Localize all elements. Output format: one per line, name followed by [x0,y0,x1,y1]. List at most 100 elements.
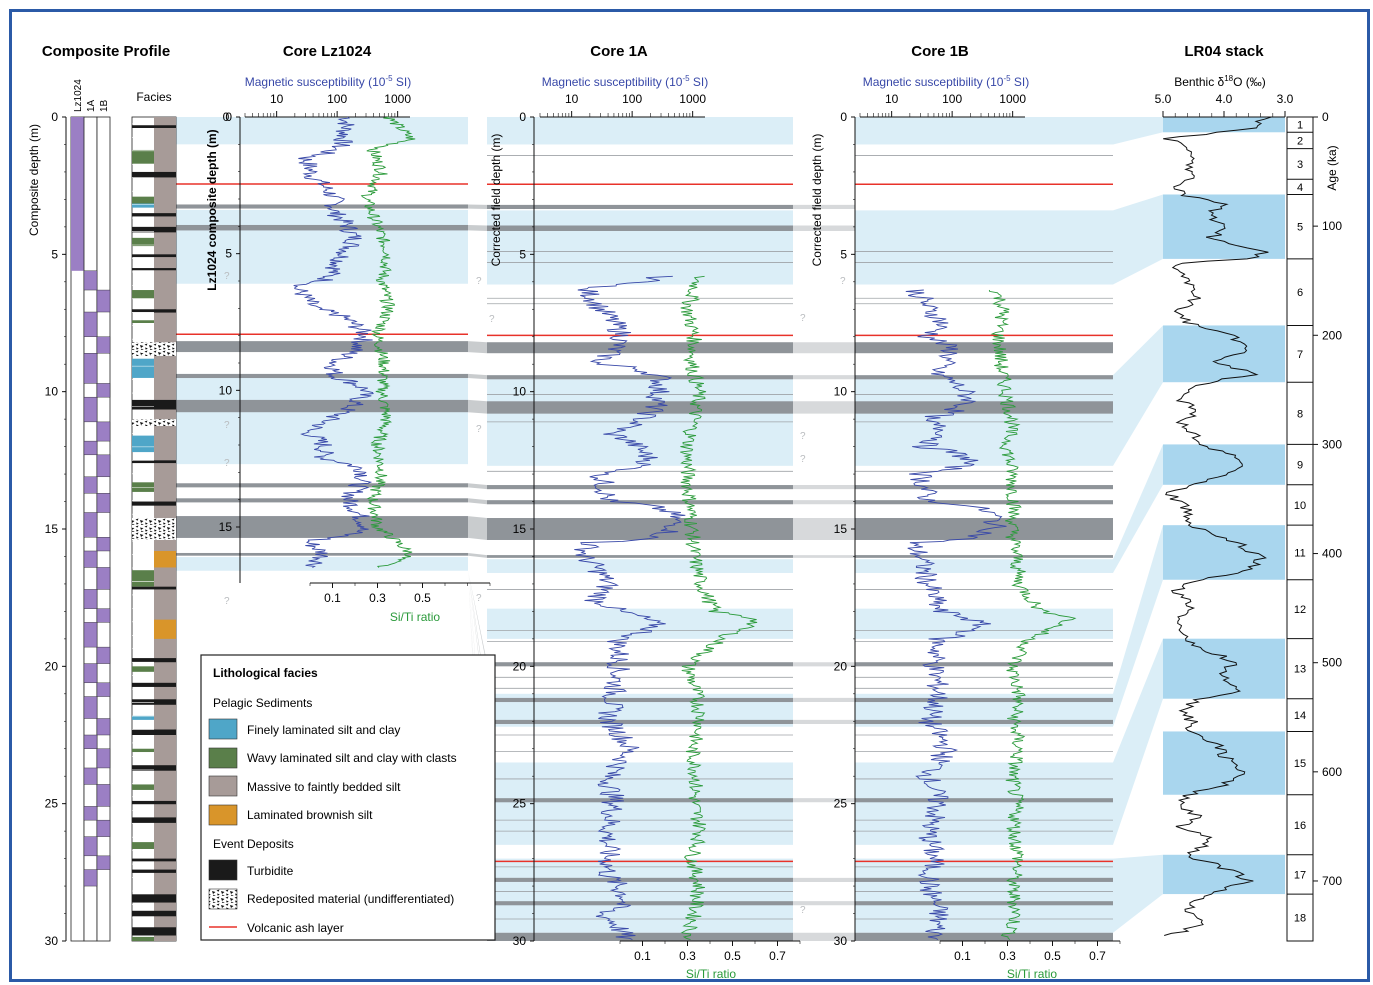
composite-segment-20 [84,664,97,683]
question-mark-4: ? [800,431,806,442]
benthic-label: Benthic δ18O (‰) [1174,74,1266,89]
facies-layer-10 [132,290,154,298]
composite-segment-0 [84,271,97,290]
legend-label-turbidite: Turbidite [247,864,294,878]
turbidite-connector-b-3 [793,375,855,379]
turbidite-1b-7 [855,518,1113,540]
mis-label-11: 11 [1294,547,1305,559]
band-connector-2 [1113,325,1163,465]
mis-label-13: 13 [1294,664,1306,676]
turbidite-1b-15 [855,933,1113,941]
core1a-depth-axis-ticklabel-1: 5 [519,247,526,261]
band-1b-3 [855,559,1113,573]
age-ticklabel-3: 300 [1322,437,1342,451]
age-ticklabel-1: 100 [1322,219,1342,233]
age-ticklabel-5: 500 [1322,656,1342,670]
turbidite-1b-14 [855,901,1113,905]
legend-swatch-massive-silt [209,776,237,796]
facies-layer-12 [132,320,154,323]
composite-segment-13 [97,537,110,551]
siti-axis-1b-ticklabel-1: 0.3 [999,949,1016,963]
age-ticklabel-6: 600 [1322,765,1342,779]
siti-axis-1a-ticklabel-0: 0.1 [634,949,651,963]
composite-segment-24 [84,735,97,749]
benthic-ticklabel-2: 3.0 [1277,92,1294,106]
mis-label-3: 3 [1297,159,1303,171]
composite-depth-axis-ticklabel-1: 5 [51,247,58,261]
turbidite-connector-b-6 [793,500,855,504]
facies-layer-42 [132,927,176,935]
age-label: Age (ka) [1325,145,1339,190]
facies-layer-15 [132,400,176,410]
legend-label-wavy-laminated: Wavy laminated silt and clay with clasts [247,751,457,765]
mis-label-6: 6 [1297,287,1303,299]
legend-title: Lithological facies [213,666,318,680]
facies-layer-3 [132,197,154,204]
siti-axis-1a-ticklabel-3: 0.7 [769,949,786,963]
band-1b-2 [855,375,1113,466]
mis-label-18: 18 [1294,913,1306,925]
facies-layer-27 [132,666,154,671]
turbidite-lz-2 [176,341,468,352]
mis-label-4: 4 [1297,182,1303,194]
turbidite-1b-6 [855,500,1113,504]
magsus-axis-1a-ticklabel-1: 100 [622,92,642,106]
turbidite-connector-5 [468,483,487,489]
question-mark-5: ? [800,454,806,465]
question-mark-9: ? [224,458,230,469]
turbidite-lz-1 [176,225,468,230]
title-core-1a: Core 1A [590,43,648,60]
core1a-depth-axis-ticklabel-2: 10 [513,385,527,399]
mis-label-7: 7 [1297,349,1303,361]
turbidite-1a-2 [487,342,793,353]
mis-label-14: 14 [1294,710,1306,722]
facies-label: Facies [136,90,171,104]
turbidite-connector-4 [468,400,487,414]
siti-label-1b: Si/Ti ratio [1007,967,1058,981]
facies-layer-0 [132,125,176,128]
composite-segment-8 [84,441,97,455]
magsus-label-1b: Magnetic susceptibility (10-5 SI) [863,74,1030,89]
legend-swatch-wavy-laminated [209,748,237,768]
magsus-axis-lz-ticklabel-1: 100 [327,92,347,106]
turbidite-connector-b-10 [793,698,855,702]
magsus-axis-1b-ticklabel-0: 10 [885,92,899,106]
legend-label-redeposited: Redeposited material (undifferentiated) [247,892,454,906]
magsus-axis-1a-ticklabel-2: 1000 [679,92,706,106]
siti-axis-1a-ticklabel-1: 0.3 [679,949,696,963]
composite-segment-19 [97,647,110,663]
band-connector-1 [1113,194,1163,284]
mis-label-2: 2 [1297,135,1303,147]
question-mark-3: ? [800,313,806,324]
turbidite-lz-4 [176,400,468,412]
facies-layer-8 [132,254,176,257]
composite-columns [71,117,176,941]
turbidite-lz-6 [176,498,468,502]
facies-layer-17 [132,436,154,452]
turbidite-connector-b-1 [793,225,855,230]
siti-axis-lz-ticklabel-2: 0.5 [414,591,431,605]
facies-layer-2 [132,172,176,177]
composite-depth-axis-ticklabel-0: 0 [51,110,58,124]
core1b-depth-axis-ticklabel-5: 25 [834,797,848,811]
core1a-depth-axis-ticklabel-6: 30 [513,934,527,948]
age-ticklabel-0: 0 [1322,110,1329,124]
legend-swatch-finely-laminated [209,719,237,739]
siti-axis-1b-ticklabel-2: 0.5 [1044,949,1061,963]
composite-segment-22 [84,697,97,719]
legend-label-massive-silt: Massive to faintly bedded silt [247,780,401,794]
lr04-band-2 [1163,325,1285,382]
composite-segment-4 [84,353,97,383]
facies-layer-5 [132,213,176,216]
composite-segment-1 [97,290,110,312]
turbidite-1a-15 [487,933,793,941]
lz-depth-axis-ticklabel-1: 5 [225,247,232,261]
composite-segment-21 [97,683,110,697]
band-1a-1 [487,210,793,284]
legend-pelagic-heading: Pelagic Sediments [213,696,312,710]
composite-segment-6 [84,397,97,422]
turbidite-1a-14 [487,901,793,905]
facies-layer-9 [132,268,176,270]
facies-layer-1 [132,150,154,164]
title-composite: Composite Profile [42,43,170,60]
